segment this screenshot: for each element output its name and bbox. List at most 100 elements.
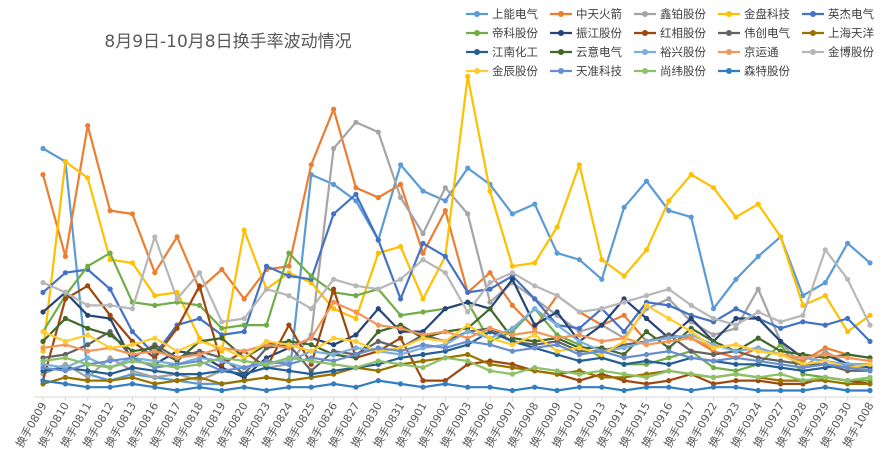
data-point	[800, 293, 806, 299]
data-point	[353, 283, 359, 289]
data-point	[554, 335, 560, 341]
data-point	[710, 315, 717, 322]
data-point	[800, 319, 806, 325]
data-point	[286, 293, 292, 299]
data-point	[554, 250, 560, 256]
data-point	[666, 368, 672, 374]
legend-label: 京运通	[744, 45, 779, 59]
data-point	[107, 332, 113, 338]
data-point	[442, 208, 448, 214]
series-line	[42, 330, 871, 376]
data-point	[576, 309, 583, 315]
data-point	[800, 355, 806, 361]
data-point	[621, 355, 627, 361]
data-point	[263, 322, 270, 328]
data-point	[375, 306, 381, 312]
data-point	[733, 348, 739, 354]
data-point	[62, 270, 68, 276]
data-point	[643, 178, 650, 184]
data-point	[353, 185, 359, 191]
data-point	[286, 368, 292, 374]
legend-label: 云意电气	[576, 45, 622, 59]
data-point	[219, 355, 225, 361]
data-point	[85, 342, 91, 348]
data-point	[196, 302, 203, 308]
data-point	[40, 345, 46, 351]
data-point	[643, 293, 650, 299]
data-point	[85, 312, 91, 318]
data-point	[152, 335, 158, 341]
legend-label: 金辰股份	[492, 64, 538, 78]
data-point	[219, 335, 225, 341]
data-point	[40, 280, 46, 286]
data-point	[174, 348, 180, 354]
data-point	[174, 371, 180, 377]
data-point	[710, 358, 717, 364]
data-point	[152, 293, 158, 299]
data-point	[576, 162, 583, 168]
data-point	[331, 286, 337, 292]
data-point	[286, 384, 292, 390]
legend-label: 伟创电气	[744, 26, 790, 40]
data-point	[487, 270, 493, 276]
data-point	[85, 325, 91, 331]
data-point	[129, 365, 135, 371]
data-point	[487, 342, 493, 348]
legend-item: 尚纬股份	[634, 64, 706, 78]
data-point	[308, 335, 314, 341]
data-point	[666, 296, 672, 302]
data-point	[666, 348, 672, 354]
data-point	[532, 338, 538, 344]
data-point	[286, 355, 292, 361]
data-point	[241, 384, 247, 390]
data-point	[174, 325, 180, 331]
legend-swatch-marker	[726, 11, 732, 17]
data-point	[688, 315, 694, 322]
legend-item: 云意电气	[550, 45, 622, 59]
data-point	[532, 260, 538, 266]
data-point	[152, 374, 158, 380]
legend-label: 裕兴股份	[660, 45, 706, 59]
data-point	[643, 315, 650, 322]
legend-label: 中天火箭	[576, 7, 622, 21]
data-point	[375, 338, 381, 344]
data-point	[532, 345, 538, 351]
data-point	[286, 263, 292, 269]
legend-swatch-marker	[474, 30, 480, 36]
legend-swatch-marker	[474, 49, 480, 55]
series-line	[42, 235, 871, 327]
data-point	[398, 348, 404, 354]
data-point	[107, 312, 113, 318]
data-point	[621, 273, 627, 279]
legend-item: 中天火箭	[550, 7, 622, 21]
data-point	[822, 247, 828, 253]
data-point	[85, 361, 91, 367]
legend-swatch-marker	[642, 68, 648, 74]
data-point	[733, 371, 739, 377]
series-5	[40, 191, 873, 358]
data-point	[331, 181, 337, 187]
data-point	[129, 211, 135, 217]
data-point	[554, 342, 560, 348]
data-point	[487, 325, 493, 331]
data-point	[621, 387, 627, 394]
data-point	[241, 329, 247, 335]
data-point	[755, 348, 761, 354]
data-point	[331, 381, 337, 387]
data-point	[308, 342, 314, 348]
data-point	[263, 263, 270, 269]
legend-label: 森特股份	[744, 64, 790, 78]
data-point	[465, 299, 471, 305]
data-point	[755, 387, 761, 394]
series-layer	[40, 73, 873, 394]
data-point	[643, 247, 650, 253]
data-point	[85, 368, 91, 374]
data-point	[174, 365, 180, 371]
data-point	[867, 312, 873, 318]
series-line	[42, 304, 871, 369]
data-point	[532, 384, 538, 390]
data-point	[398, 361, 404, 367]
data-point	[420, 240, 426, 246]
data-point	[465, 329, 471, 335]
